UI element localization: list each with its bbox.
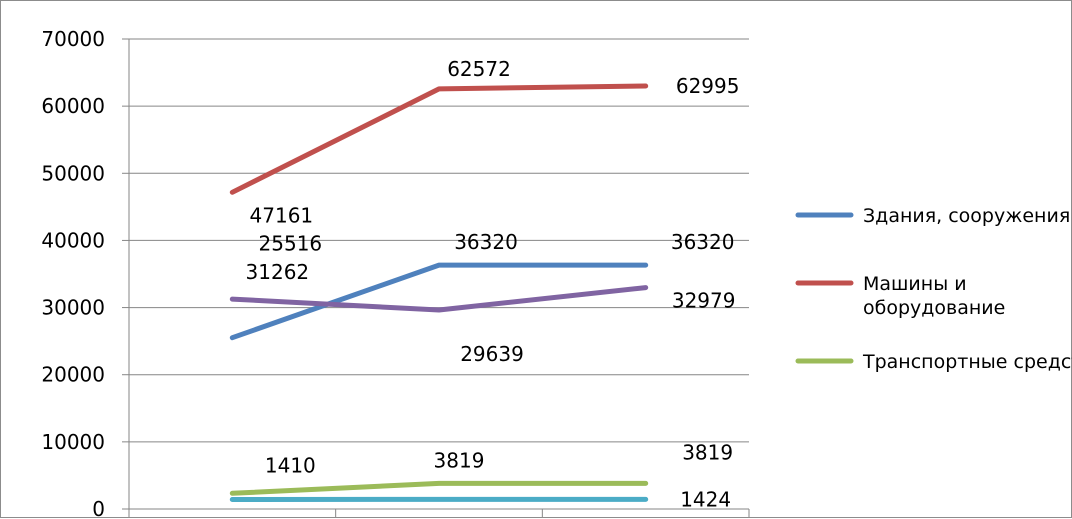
data-label: 36320 [671, 230, 735, 254]
data-label: 1410 [265, 454, 316, 478]
y-tick-label: 60000 [41, 94, 105, 118]
data-label: 62572 [447, 57, 511, 81]
legend-label: Здания, сооружения [863, 205, 1070, 227]
data-label: 3819 [682, 440, 733, 464]
legend-label: Машины и [863, 273, 967, 295]
series-line-2 [232, 86, 645, 192]
legend-item: Транспортные средства [798, 351, 1072, 373]
data-label: 47161 [250, 203, 314, 227]
legend-label: Транспортные средства [862, 351, 1072, 373]
y-tick-label: 0 [92, 497, 105, 519]
gridlines [129, 39, 749, 509]
y-tick-label: 40000 [41, 228, 105, 252]
y-tick-label: 10000 [41, 430, 105, 454]
series-line-3 [232, 483, 645, 493]
y-tick-label: 70000 [41, 27, 105, 51]
data-label: 32979 [672, 289, 736, 313]
y-tick-label: 50000 [41, 161, 105, 185]
data-label: 29639 [460, 342, 524, 366]
data-label: 31262 [246, 260, 310, 284]
data-label: 62995 [676, 74, 740, 98]
series-line-4 [232, 288, 645, 310]
data-label: 25516 [259, 232, 323, 256]
data-label: 36320 [454, 230, 518, 254]
y-tick-label: 20000 [41, 363, 105, 387]
series-lines [232, 86, 645, 500]
legend-label: оборудование [863, 297, 1005, 319]
data-label: 3819 [434, 448, 485, 472]
axes: 0 10000 20000 30000 40000 50000 60000 70000 [41, 27, 749, 519]
y-tick-label: 30000 [41, 296, 105, 320]
data-labels: 2551636320363204716162572629952341381938… [246, 57, 740, 519]
data-label: 1424 [680, 487, 731, 511]
legend-item: Здания, сооружения [798, 205, 1070, 227]
